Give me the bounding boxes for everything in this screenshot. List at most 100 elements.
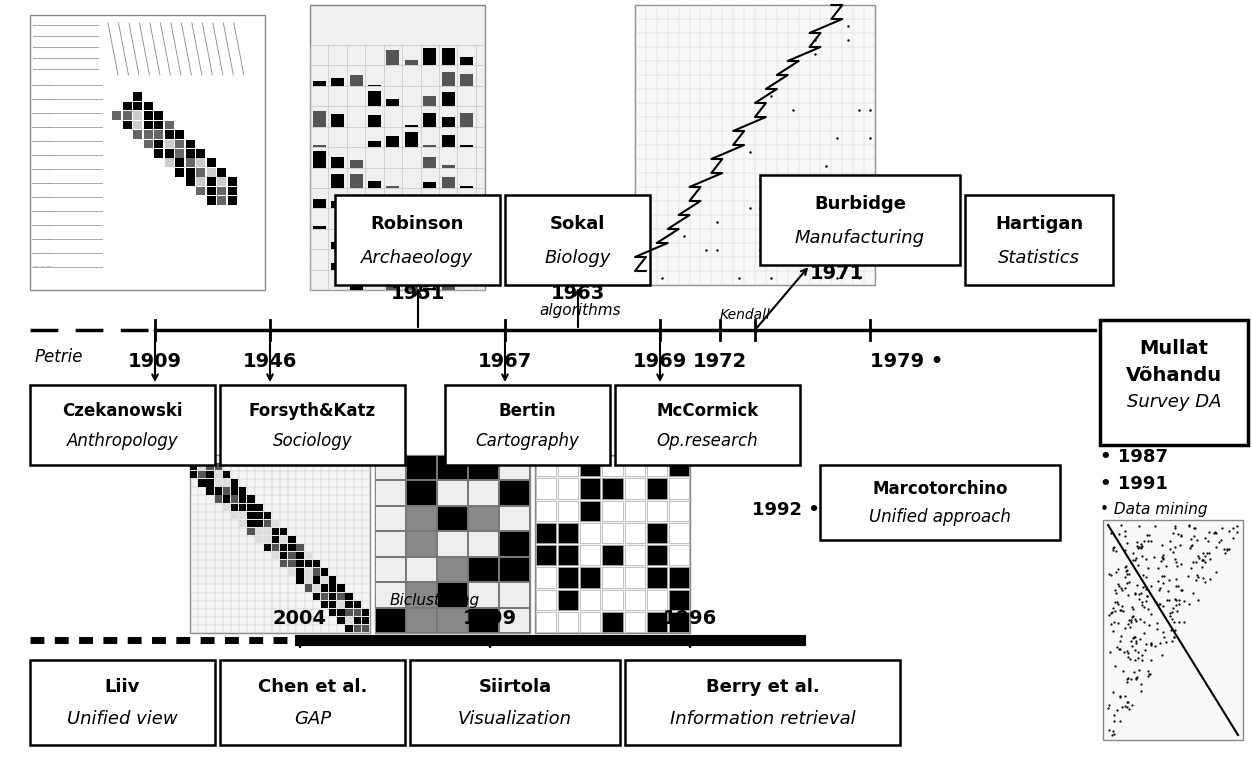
Bar (376, 583, 404, 607)
Text: — — —: — — — (34, 125, 53, 129)
Bar (272, 536, 279, 543)
Bar (304, 561, 312, 568)
Bar (134, 121, 143, 129)
Bar (470, 557, 498, 581)
Bar (461, 187, 473, 188)
Text: — — —: — — — (34, 166, 53, 172)
Bar (625, 545, 645, 565)
Bar (134, 102, 143, 111)
Text: Forsyth&Katz: Forsyth&Katz (249, 401, 376, 419)
Text: 2004: 2004 (273, 608, 327, 627)
Text: 🖐: 🖐 (357, 263, 368, 282)
Bar (223, 471, 230, 478)
Bar (165, 158, 174, 167)
Bar (423, 195, 436, 209)
Bar (297, 552, 304, 559)
Bar (602, 500, 622, 521)
Text: Czekanowski: Czekanowski (63, 401, 183, 419)
FancyBboxPatch shape (1101, 320, 1248, 445)
Text: Statistics: Statistics (998, 249, 1080, 267)
Text: — — —: — — — (34, 264, 53, 270)
Bar (197, 187, 205, 195)
Bar (470, 456, 498, 480)
Bar (197, 177, 205, 186)
Bar (264, 520, 270, 527)
Bar (368, 196, 381, 209)
Bar (313, 111, 326, 127)
Bar (272, 528, 279, 535)
Bar (404, 60, 418, 65)
Bar (470, 608, 498, 632)
Bar (438, 481, 467, 505)
Text: — — —: — — — (34, 223, 53, 227)
Bar (255, 512, 263, 519)
Bar (337, 608, 344, 616)
Bar (255, 528, 263, 535)
Bar (280, 544, 288, 551)
Bar (207, 479, 214, 487)
Bar (536, 612, 556, 632)
Bar (207, 471, 214, 478)
Bar (442, 49, 454, 65)
Bar (647, 612, 667, 632)
Bar (470, 532, 498, 556)
Bar (349, 234, 363, 249)
Bar (580, 612, 601, 632)
Bar (297, 576, 304, 583)
Bar (332, 114, 344, 127)
FancyBboxPatch shape (444, 385, 610, 465)
Bar (218, 187, 227, 195)
Bar (376, 481, 404, 505)
Bar (248, 495, 254, 503)
Bar (175, 149, 184, 158)
Bar (669, 612, 689, 632)
Bar (625, 568, 645, 587)
Bar (329, 608, 337, 616)
Bar (349, 220, 363, 229)
Bar (368, 212, 381, 229)
Bar (558, 456, 578, 476)
FancyBboxPatch shape (336, 195, 500, 285)
Bar (332, 78, 344, 85)
Bar (558, 500, 578, 521)
Bar (214, 463, 222, 470)
Bar (349, 160, 363, 168)
Bar (558, 568, 578, 587)
Bar (647, 500, 667, 521)
Bar (280, 552, 288, 559)
Bar (376, 507, 404, 530)
Bar (332, 242, 344, 249)
Bar (536, 500, 556, 521)
Bar (304, 576, 312, 583)
FancyBboxPatch shape (635, 5, 875, 285)
Bar (362, 608, 369, 616)
Bar (349, 74, 363, 85)
Bar (442, 136, 454, 147)
Text: — — —: — — — (34, 180, 53, 186)
Bar (461, 263, 473, 270)
Text: — — —: — — — (34, 209, 53, 213)
Bar (113, 111, 121, 120)
Bar (239, 520, 247, 527)
Bar (442, 92, 454, 107)
Bar (461, 113, 473, 127)
Bar (228, 187, 237, 195)
Bar (288, 561, 295, 568)
Bar (144, 111, 153, 120)
Bar (438, 532, 467, 556)
Bar (349, 262, 363, 270)
Bar (404, 238, 418, 249)
Bar (346, 617, 353, 624)
Bar (438, 583, 467, 607)
FancyBboxPatch shape (615, 385, 800, 465)
Bar (248, 503, 254, 511)
Bar (500, 583, 530, 607)
Bar (346, 625, 353, 632)
Bar (438, 608, 467, 632)
Text: Information retrieval: Information retrieval (670, 710, 855, 728)
Bar (190, 463, 198, 470)
Bar (332, 201, 344, 209)
Bar (329, 584, 337, 592)
Bar (602, 568, 622, 587)
Bar (346, 593, 353, 600)
